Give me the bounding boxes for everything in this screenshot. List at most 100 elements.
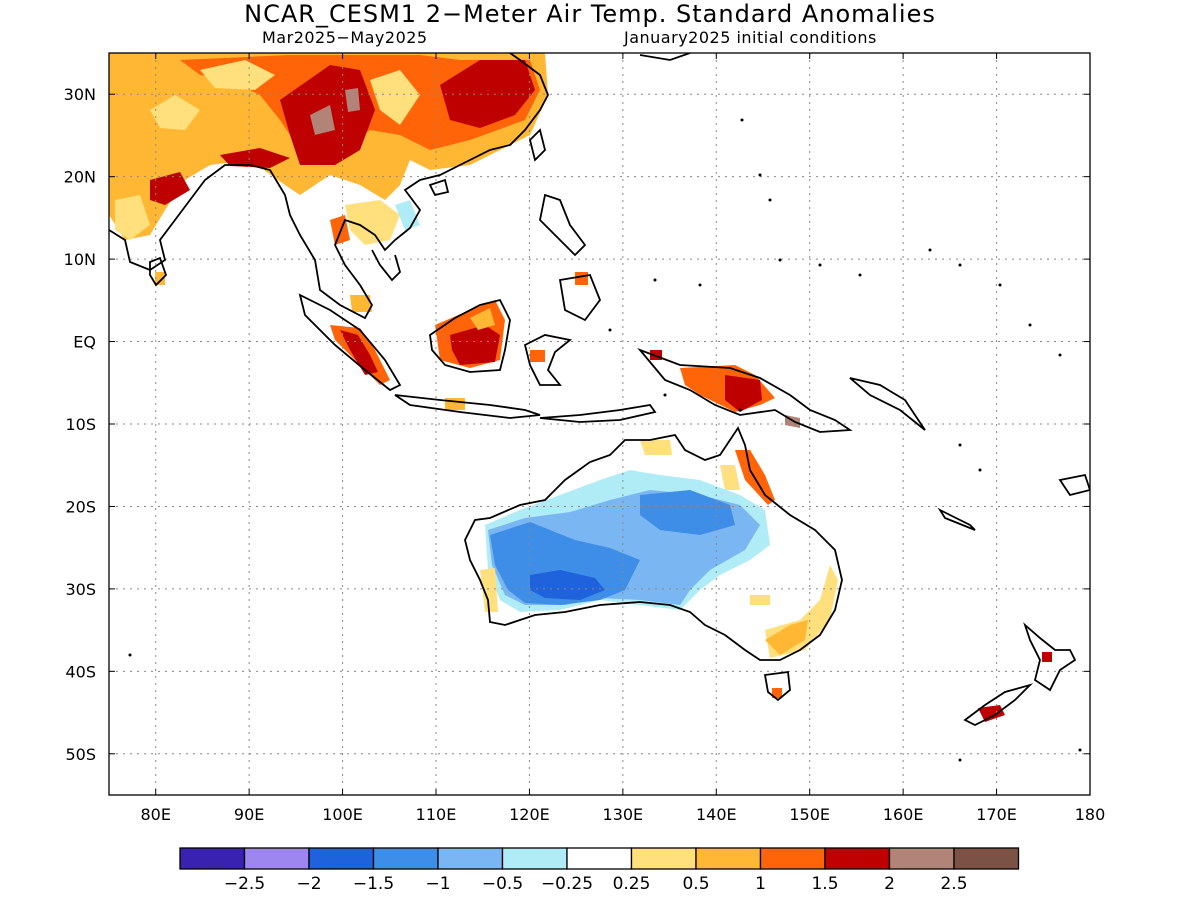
australia-cool-strong-2 xyxy=(640,490,735,535)
taiwan xyxy=(529,128,546,162)
colorbar-label: 2 xyxy=(884,874,895,894)
borneo-pale xyxy=(470,308,495,330)
colorbar-swatch xyxy=(953,847,1020,870)
lon-label: 120E xyxy=(509,805,550,824)
lat-label: 20S xyxy=(65,497,96,516)
nz-south-strong xyxy=(978,705,1005,722)
colorbar-swatch xyxy=(437,847,504,870)
grid-lines xyxy=(109,53,1091,795)
australia-cool-extreme xyxy=(530,570,605,600)
sumatra-strong xyxy=(340,330,378,375)
lat-label: 20N xyxy=(64,168,96,187)
borneo-strong xyxy=(450,325,500,365)
new-caledonia xyxy=(937,507,976,531)
sri-lanka-patch xyxy=(155,272,165,285)
new-guinea-strong xyxy=(725,375,762,412)
colorbar-swatch xyxy=(501,847,568,870)
colorbar-label: 1 xyxy=(755,874,766,894)
indochina-moderate xyxy=(330,215,350,245)
java-pale xyxy=(445,398,465,410)
australia-pale-east xyxy=(750,595,770,605)
colorbar xyxy=(179,847,1020,870)
sulawesi-patch xyxy=(530,350,545,362)
lat-label: 30S xyxy=(65,580,96,599)
fiji xyxy=(1058,473,1090,497)
initial-conditions: January2025 initial conditions xyxy=(624,28,877,47)
india-strong-patch xyxy=(150,172,190,205)
colorbar-swatch xyxy=(308,847,375,870)
lon-label: 90E xyxy=(234,805,264,824)
sulawesi xyxy=(523,334,573,386)
australia-warm-se xyxy=(765,620,808,655)
colorbar-swatch xyxy=(630,847,697,870)
colorbar-label: −2 xyxy=(296,874,321,894)
australia-pale-north xyxy=(640,440,672,455)
asia-pale-patch-3 xyxy=(150,95,200,130)
colorbar-labels: −2.5 −2 −1.5 −1 −0.5 −0.25 0.25 0.5 1 1.5 2 2.5 xyxy=(224,874,968,894)
colorbar-label: −0.25 xyxy=(541,874,593,894)
colorbar-swatch xyxy=(566,847,633,870)
map-title: NCAR_CESM1 2−Meter Air Temp. Standard An… xyxy=(244,0,936,28)
lat-label: EQ xyxy=(73,333,96,352)
sri-lanka xyxy=(149,256,168,287)
indochina-pale xyxy=(345,200,400,245)
nz-north-strong xyxy=(1042,652,1052,662)
lon-label: 110E xyxy=(416,805,457,824)
colorbar-label: −2.5 xyxy=(224,874,265,894)
lon-label: 180 xyxy=(1075,805,1106,824)
colorbar-label: −0.5 xyxy=(482,874,523,894)
lat-label: 40S xyxy=(65,662,96,681)
india-pale-patch xyxy=(115,195,150,240)
lat-label: 10N xyxy=(64,250,96,269)
coastlines xyxy=(109,53,1090,727)
colorbar-swatch xyxy=(179,847,246,870)
colorbar-swatch xyxy=(243,847,310,870)
lon-label: 140E xyxy=(696,805,737,824)
japan xyxy=(639,53,691,61)
lon-label: 100E xyxy=(322,805,363,824)
colorbar-label: −1 xyxy=(425,874,450,894)
new-guinea xyxy=(637,347,853,433)
colorbar-swatch xyxy=(759,847,826,870)
sumatra xyxy=(298,293,402,392)
lon-label: 150E xyxy=(789,805,830,824)
longitude-labels: 80E 90E 100E 110E 120E 130E 140E 150E 160E 170E 18… xyxy=(140,805,1105,824)
axis-ticks xyxy=(109,53,1091,795)
lon-label: 170E xyxy=(976,805,1017,824)
asia-pale-patch-2 xyxy=(370,70,420,125)
nz-north xyxy=(1023,622,1077,692)
australia-pale-west xyxy=(480,568,498,612)
colorbar-label: 0.25 xyxy=(613,874,651,894)
asia-pale-patch xyxy=(200,60,275,90)
queensland-pale xyxy=(720,465,740,490)
colorbar-swatch xyxy=(372,847,439,870)
java xyxy=(394,394,541,419)
nz-south xyxy=(963,683,1034,727)
tasmania-patch xyxy=(772,688,782,698)
lesser-sunda xyxy=(539,404,657,423)
colorbar-label: −1.5 xyxy=(353,874,394,894)
luzon xyxy=(539,193,587,257)
philippines-patch xyxy=(575,272,588,285)
lat-label: 50S xyxy=(65,745,96,764)
australia-cool-strong xyxy=(490,522,640,605)
pacific-islands xyxy=(128,118,1082,762)
colorbar-swatch xyxy=(695,847,762,870)
australia xyxy=(464,426,843,661)
lon-label: 160E xyxy=(883,805,924,824)
colorbar-swatch xyxy=(888,847,955,870)
borneo xyxy=(429,298,511,373)
lon-label: 80E xyxy=(140,805,170,824)
forecast-period: Mar2025−May2025 xyxy=(262,28,428,47)
latitude-labels: 30N 20N 10N EQ 10S 20S 30S 40S 50S xyxy=(64,85,96,764)
colorbar-label: 2.5 xyxy=(940,874,967,894)
malaysia-patch xyxy=(350,295,372,312)
hainan xyxy=(428,178,450,197)
gulf-thailand xyxy=(371,249,402,282)
himalaya-strong-strip xyxy=(220,148,290,168)
new-britain xyxy=(849,377,926,431)
lat-label: 30N xyxy=(64,85,96,104)
tasmania xyxy=(763,670,791,702)
lon-label: 130E xyxy=(603,805,644,824)
